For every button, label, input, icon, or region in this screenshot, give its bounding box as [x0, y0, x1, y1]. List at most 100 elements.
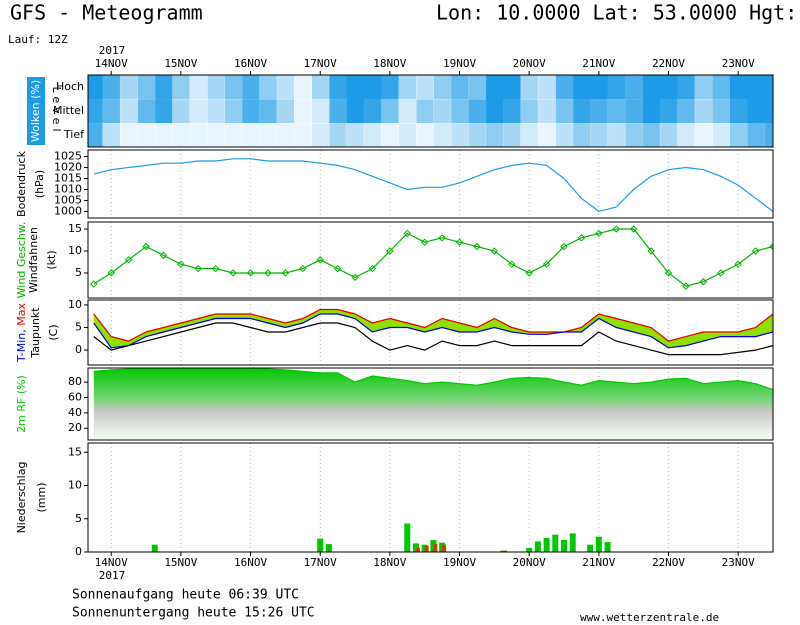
cloud-cell [381, 75, 400, 100]
cloud-cell [154, 75, 173, 100]
plot [93, 368, 773, 440]
marker [577, 234, 586, 242]
cloud-cell [172, 75, 191, 100]
cloud-cell [659, 123, 678, 147]
x-tick-label-top: 20NOV [513, 57, 546, 70]
panel-border [87, 221, 774, 299]
cloud-cell [88, 75, 103, 100]
cloud-cell [224, 123, 243, 147]
cloud-cell [102, 123, 121, 147]
y-label: (C) [47, 324, 60, 340]
x-tick-label-top: 22NOV [652, 57, 685, 70]
panel-border [87, 74, 774, 148]
marker [107, 269, 115, 277]
sunrise: Sonnenaufgang heute 06:39 UTC [72, 588, 299, 603]
cloud-cell [712, 99, 730, 124]
level-label: Mittel [53, 104, 84, 117]
source: www.wetterzentrale.de [580, 611, 719, 624]
precip-bar [151, 544, 158, 552]
cloud-cell [433, 99, 452, 124]
cloud-cell [88, 123, 104, 147]
cloud-cell [241, 75, 260, 100]
cloud-cell [537, 75, 556, 100]
label-part: Niederschlag [15, 462, 28, 534]
cloud-cell [102, 75, 121, 100]
panel: 5 10 15 Wind Geschw. Windfahnen (kt) [15, 221, 774, 299]
cloud-cell [503, 99, 521, 124]
marker [264, 269, 272, 277]
cloud-cell [503, 75, 521, 100]
panel: 0 5 10 T-Min, Max Taupunkt (C) [15, 298, 774, 366]
cloud-cell [747, 75, 765, 100]
precip-bar [552, 534, 559, 552]
marker [525, 269, 533, 277]
cloud-cell [276, 99, 295, 124]
plot [88, 75, 773, 147]
cloud-cell [712, 75, 730, 100]
y-tick-label: 1010 [54, 182, 82, 195]
cloud-cell [450, 99, 469, 124]
cloud-cell [415, 123, 434, 147]
y-tick-label: 20 [68, 421, 82, 434]
year-top: 2017 [99, 44, 126, 57]
label-part: (C) [47, 324, 60, 340]
marker [682, 282, 690, 290]
plot [110, 443, 739, 552]
cloud-cell [224, 99, 243, 124]
y-tick-label: 1015 [54, 172, 82, 185]
cloud-cell [398, 99, 417, 124]
cloud-cell [189, 75, 208, 100]
temp-line [93, 308, 773, 342]
cloud-cell [712, 123, 730, 147]
cloud-cell [346, 123, 365, 147]
precip-bar [526, 548, 533, 552]
marker [333, 264, 342, 273]
cloud-cell [415, 75, 434, 100]
cloud-cell [747, 99, 765, 124]
cloud-cell [642, 75, 660, 100]
cloud-cell [363, 123, 382, 147]
cloud-cell [486, 99, 504, 124]
cloud-cell [468, 75, 487, 100]
x-tick-label-top: 15NOV [164, 57, 197, 70]
marker [212, 264, 220, 273]
marker [612, 225, 620, 233]
label-part: Taupunkt [29, 307, 42, 359]
year-bottom: 2017 [99, 569, 126, 582]
cloud-cell [311, 75, 330, 100]
cloud-cell [694, 99, 713, 124]
cloud-cell [172, 123, 191, 147]
marker [455, 238, 464, 246]
label-part: (mm) [35, 482, 48, 512]
cloud-cell [624, 123, 643, 147]
series-label: Wind Geschw. [15, 222, 28, 299]
cloud-cell [259, 123, 278, 147]
cloud-cell [520, 75, 539, 100]
cloud-cell [607, 123, 626, 147]
y-tick-label: 5 [75, 512, 82, 525]
cloud-cell [642, 123, 661, 147]
cloud-cell [137, 75, 156, 100]
x-tick-label-top: 16NOV [234, 57, 267, 70]
cloud-cell [660, 75, 678, 100]
cloud-cell [119, 75, 138, 100]
cloud-cell [729, 123, 748, 147]
cloud-cell [207, 123, 225, 147]
label-part: Windfahnen [27, 227, 40, 293]
temp-line [93, 313, 773, 349]
cloud-cell [503, 123, 521, 147]
y-tick-label: 10 [68, 298, 82, 311]
plot [90, 222, 773, 298]
precip-bar [587, 544, 594, 552]
x-tick-label-top: 17NOV [304, 57, 337, 70]
precip-bar [325, 544, 332, 552]
x-tick-label-bottom: 15NOV [164, 556, 197, 569]
cloud-cell [450, 75, 469, 100]
cloud-cell [659, 99, 678, 124]
cloud-cell [102, 99, 121, 124]
cloud-cell [624, 99, 643, 124]
precip-bar [424, 546, 429, 552]
label-part: Max [15, 303, 28, 326]
location: Lon: 10.0000 Lat: 53.0000 Hgt: 8 [436, 1, 800, 25]
plot [93, 300, 773, 365]
